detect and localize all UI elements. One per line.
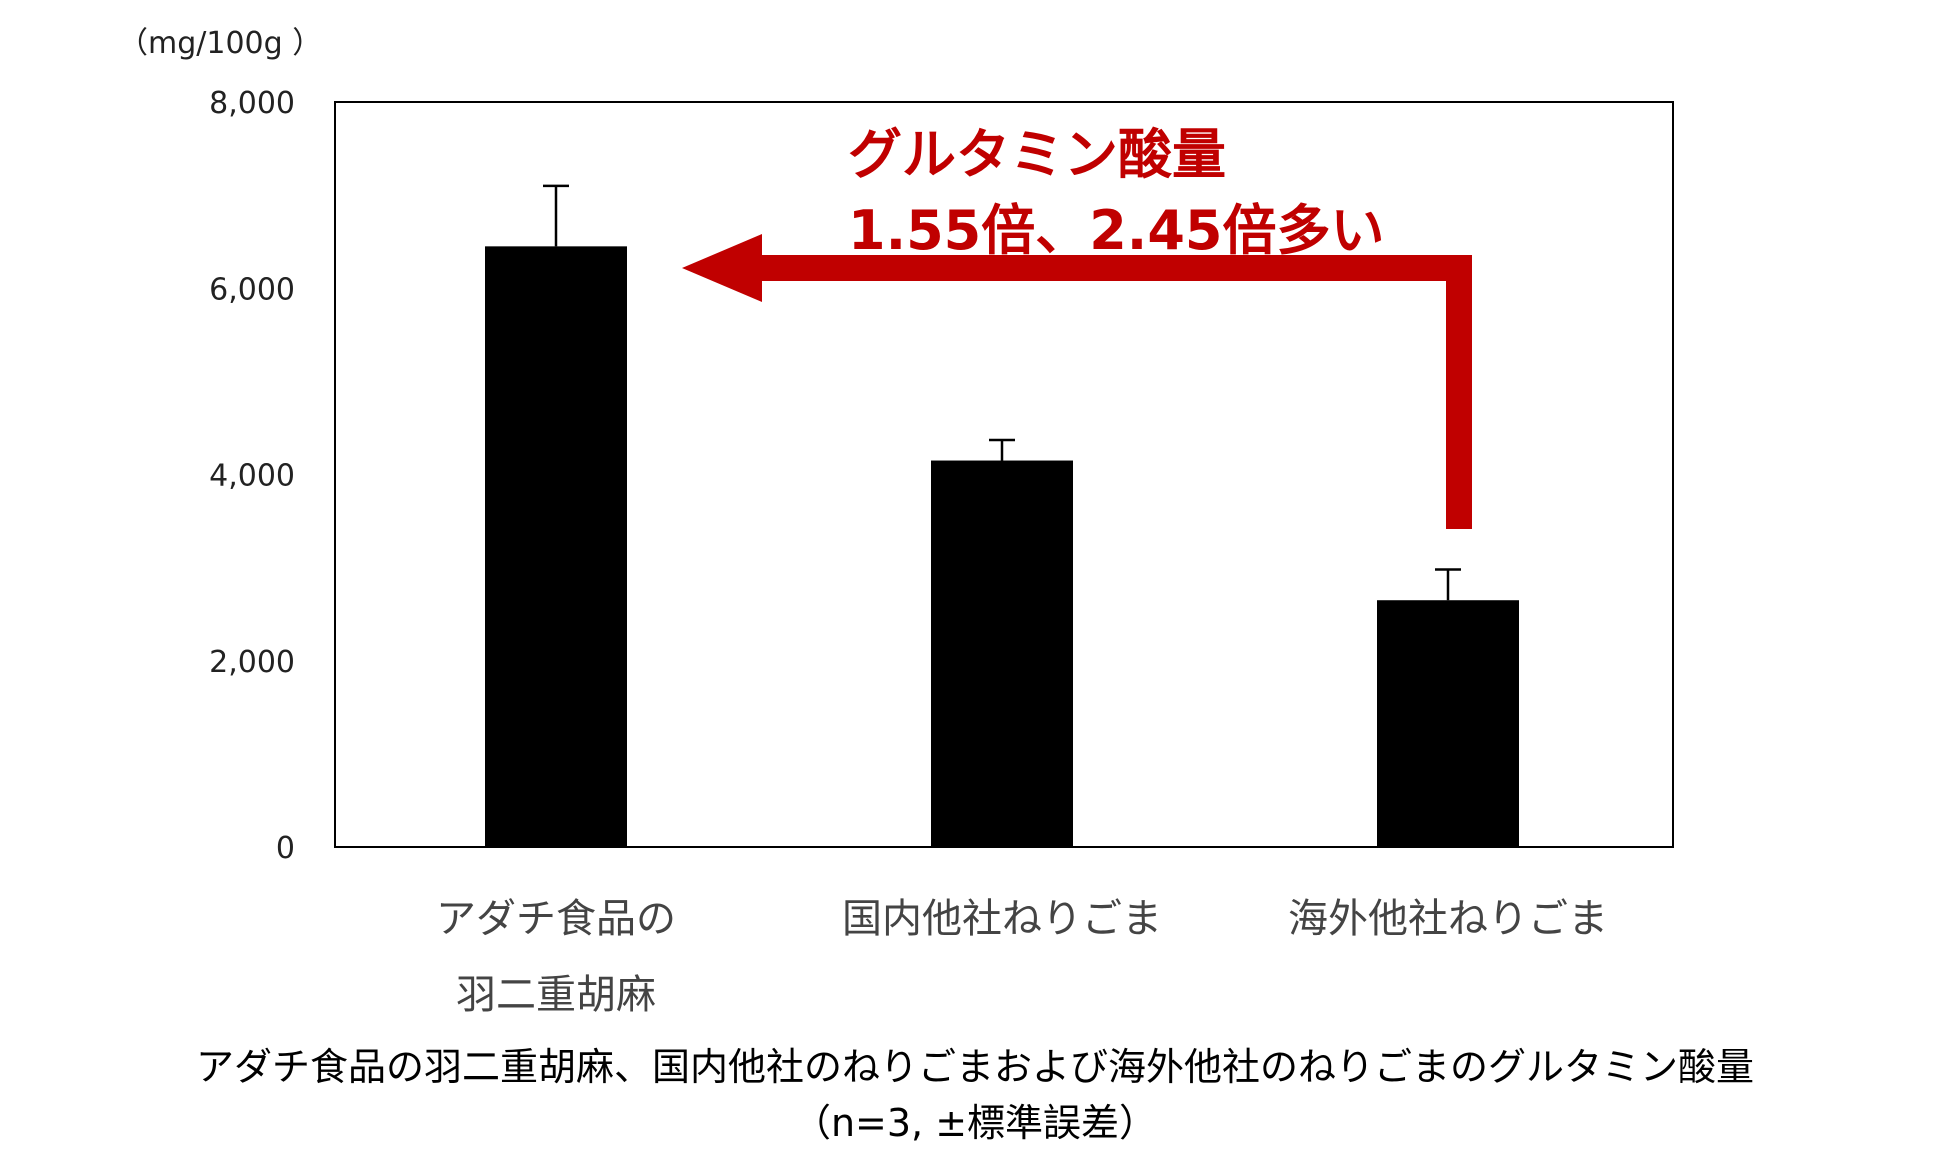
- annotation-ratio: 1.55倍、2.45倍多い: [848, 199, 1385, 262]
- x-category-label: 海外他社ねりごま: [1288, 896, 1608, 942]
- y-axis-unit: （mg/100g ）: [118, 26, 323, 61]
- y-tick-label: 4,000: [209, 459, 295, 494]
- bar: [485, 246, 627, 847]
- figure-caption-note: （n=3, ±標準誤差）: [792, 1101, 1158, 1145]
- figure-caption: アダチ食品の羽二重胡麻、国内他社のねりごまおよび海外他社のねりごまのグルタミン酸…: [195, 1045, 1754, 1089]
- comparison-arrowhead: [682, 234, 762, 302]
- y-tick-label: 8,000: [209, 86, 295, 121]
- bar: [1377, 600, 1519, 847]
- x-category-label: 国内他社ねりごま: [842, 896, 1162, 942]
- annotation-title: グルタミン酸量: [848, 123, 1226, 186]
- y-tick-label: 6,000: [209, 272, 295, 307]
- y-tick-label: 0: [276, 831, 295, 866]
- bar: [931, 460, 1073, 847]
- comparison-arrow: [752, 255, 1472, 529]
- x-category-label: 羽二重胡麻: [456, 972, 656, 1018]
- x-category-label: アダチ食品の: [436, 896, 676, 942]
- y-tick-label: 2,000: [209, 645, 295, 680]
